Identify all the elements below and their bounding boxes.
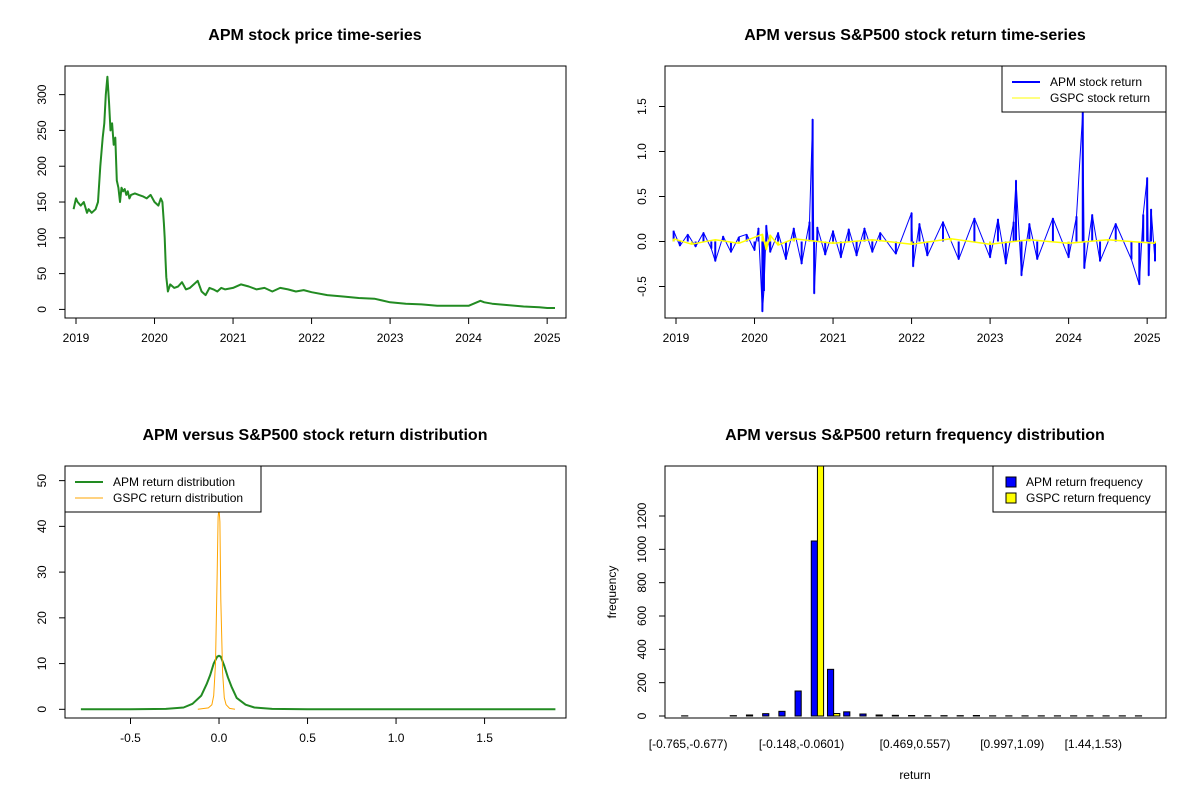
legend-swatch-gspc bbox=[1005, 492, 1017, 504]
bar-apm bbox=[810, 540, 818, 717]
chart-title: APM versus S&P500 return frequency distr… bbox=[725, 427, 1105, 444]
y-tick-label: 1000 bbox=[635, 536, 649, 563]
y-tick-label: 600 bbox=[635, 606, 649, 626]
bar-apm bbox=[843, 711, 851, 717]
bar-apm bbox=[859, 713, 867, 717]
y-tick-label: 400 bbox=[635, 639, 649, 659]
bar-apm bbox=[794, 690, 802, 717]
legend-label-gspc: GSPC return frequency bbox=[1026, 491, 1151, 505]
x-tick-label: 2023 bbox=[977, 331, 1004, 345]
legend-box bbox=[992, 465, 1167, 513]
panel-price-timeseries: APM stock price time-series 2019 2020 2021… bbox=[35, 27, 567, 345]
x-tick-label: 1.5 bbox=[476, 731, 493, 745]
y-tick-label: 250 bbox=[35, 120, 49, 140]
y-axis-label: frequency bbox=[605, 566, 619, 619]
series-line-apm-return bbox=[673, 110, 1156, 313]
y-tick-label: 0.5 bbox=[635, 188, 649, 205]
y-tick-label: 20 bbox=[35, 611, 49, 625]
panel-return-distribution: APM versus S&P500 stock return distribut… bbox=[35, 427, 567, 745]
bar-gspc bbox=[816, 465, 825, 717]
y-tick-label: 10 bbox=[35, 657, 49, 671]
bar-apm bbox=[875, 714, 883, 717]
x-tick-label: 2019 bbox=[63, 331, 90, 345]
x-axis-label: return bbox=[899, 768, 930, 782]
x-tick-label: 2024 bbox=[455, 331, 482, 345]
y-tick-label: 800 bbox=[635, 572, 649, 592]
bar-apm bbox=[972, 715, 981, 717]
x-tick-label: 1.0 bbox=[388, 731, 405, 745]
y-tick-label: 40 bbox=[35, 519, 49, 533]
x-tick-label: 2024 bbox=[1055, 331, 1082, 345]
bar-gspc bbox=[833, 713, 841, 717]
x-tick-label: 0.5 bbox=[299, 731, 316, 745]
x-tick-label: 2020 bbox=[741, 331, 768, 345]
y-tick-label: 30 bbox=[35, 565, 49, 579]
y-tick-label: 50 bbox=[35, 474, 49, 488]
y-tick-label: 0 bbox=[635, 712, 649, 719]
legend: APM stock return GSPC stock return bbox=[1001, 65, 1167, 113]
plot-frame bbox=[64, 465, 567, 719]
legend-label-apm: APM stock return bbox=[1050, 75, 1142, 89]
bar-apm bbox=[778, 710, 786, 717]
x-tick-label: 2025 bbox=[1134, 331, 1161, 345]
x-tick-label: [0.469,0.557) bbox=[880, 737, 951, 751]
y-tick-label: -0.5 bbox=[635, 276, 649, 297]
x-tick-label: [-0.148,-0.0601) bbox=[759, 737, 844, 751]
chart-title: APM versus S&P500 stock return distribut… bbox=[143, 427, 488, 444]
plot-frame bbox=[64, 65, 567, 319]
plot-frame bbox=[664, 465, 1167, 719]
x-tick-label: 0.0 bbox=[211, 731, 228, 745]
panel-return-timeseries: APM versus S&P500 stock return time-seri… bbox=[635, 27, 1167, 345]
series-line-apm-density bbox=[80, 654, 556, 711]
panel-frequency-distribution: APM versus S&P500 return frequency distr… bbox=[605, 427, 1167, 782]
y-tick-label: 1200 bbox=[635, 502, 649, 529]
x-tick-label: [0.997,1.09) bbox=[980, 737, 1044, 751]
x-tick-label: 2020 bbox=[141, 331, 168, 345]
y-tick-label: 1.5 bbox=[635, 98, 649, 115]
legend-label-apm: APM return distribution bbox=[113, 475, 235, 489]
chart-title: APM versus S&P500 stock return time-seri… bbox=[744, 27, 1086, 44]
legend-swatch-apm bbox=[1005, 476, 1017, 488]
legend-box bbox=[1001, 65, 1167, 113]
x-tick-label: 2022 bbox=[898, 331, 925, 345]
x-tick-label: 2022 bbox=[298, 331, 325, 345]
y-tick-label: 50 bbox=[35, 267, 49, 281]
plot-frame bbox=[664, 65, 1167, 319]
y-tick-label: 100 bbox=[35, 227, 49, 247]
y-tick-label: 150 bbox=[35, 192, 49, 212]
legend-box bbox=[64, 465, 262, 513]
y-tick-label: 300 bbox=[35, 84, 49, 104]
y-tick-label: 200 bbox=[35, 156, 49, 176]
series-line-gspc-return bbox=[673, 233, 1156, 251]
bar-apm bbox=[891, 714, 899, 717]
y-tick-label: 1.0 bbox=[635, 143, 649, 160]
bar-apm bbox=[826, 668, 835, 717]
bar-apm bbox=[908, 715, 916, 717]
x-tick-label: 2023 bbox=[377, 331, 404, 345]
x-tick-label: 2019 bbox=[663, 331, 690, 345]
bar-apm bbox=[745, 714, 754, 717]
series-line-apm-price bbox=[72, 75, 555, 309]
x-tick-label: [1.44,1.53) bbox=[1065, 737, 1122, 751]
x-tick-label: 2021 bbox=[220, 331, 247, 345]
legend-label-gspc: GSPC stock return bbox=[1050, 91, 1150, 105]
x-tick-label: 2021 bbox=[820, 331, 847, 345]
legend: APM return frequency GSPC return frequen… bbox=[992, 465, 1167, 513]
legend: APM return distribution GSPC return dist… bbox=[64, 465, 262, 513]
y-tick-label: 0.0 bbox=[635, 233, 649, 250]
x-tick-label: [-0.765,-0.677) bbox=[649, 737, 728, 751]
x-tick-label: 2025 bbox=[534, 331, 561, 345]
y-tick-label: 0 bbox=[35, 706, 49, 713]
y-tick-label: 0 bbox=[35, 306, 49, 313]
legend-label-gspc: GSPC return distribution bbox=[113, 491, 243, 505]
y-tick-label: 200 bbox=[635, 672, 649, 692]
x-tick-label: -0.5 bbox=[120, 731, 141, 745]
bar-apm bbox=[762, 713, 770, 717]
legend-label-apm: APM return frequency bbox=[1026, 475, 1143, 489]
chart-title: APM stock price time-series bbox=[208, 27, 422, 44]
